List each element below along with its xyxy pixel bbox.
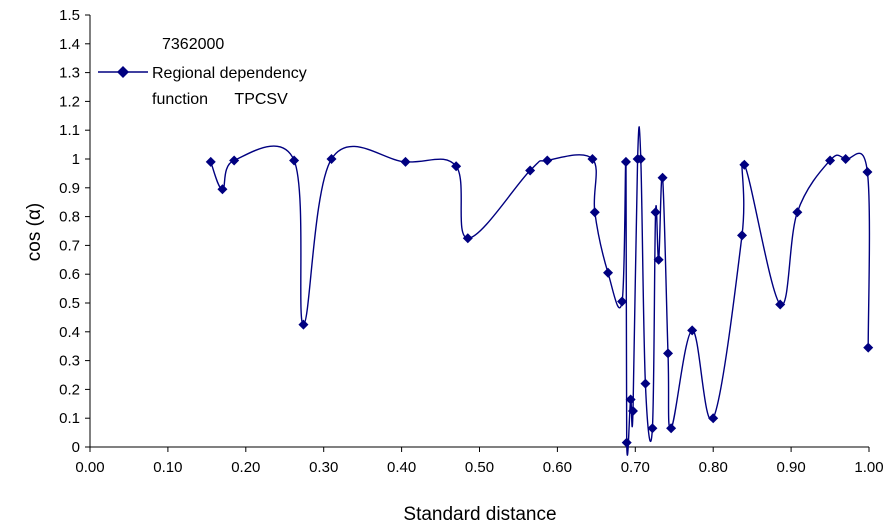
data-point-marker (326, 154, 337, 164)
legend-marker-swatch (117, 66, 129, 78)
data-point-marker (863, 342, 874, 353)
y-tick-label: 0.6 (59, 266, 80, 283)
data-point-marker (621, 437, 632, 448)
data-point-marker (627, 406, 638, 416)
y-axis-title: cos (α) (24, 203, 45, 261)
y-tick-label: 1.5 (59, 7, 80, 24)
x-tick-label: 0.10 (153, 459, 182, 476)
data-point-marker (647, 423, 658, 434)
markers (205, 154, 874, 448)
data-point-marker (603, 267, 614, 278)
x-tick-label: 1.00 (854, 459, 883, 476)
x-tick-label: 0.20 (231, 459, 260, 476)
x-tick-label: 0.60 (543, 459, 572, 476)
data-point-marker (217, 184, 228, 195)
data-point-marker (775, 299, 786, 310)
x-ticks: 0.00 0.10 0.20 0.30 0.40 0.50 0.60 0.70 0.80 0.90… (75, 447, 884, 476)
legend-id-label: 7362000 (162, 36, 224, 53)
data-point-marker (663, 348, 674, 359)
data-point-marker (462, 233, 473, 244)
data-point-marker (589, 207, 600, 218)
y-tick-label: 0.8 (59, 209, 80, 226)
data-point-marker (657, 172, 668, 183)
data-point-marker (739, 159, 750, 170)
data-point-marker (666, 423, 677, 434)
data-point-marker (451, 161, 462, 172)
data-point-marker (862, 166, 873, 177)
legend-entry-line2: function TPCSV (152, 91, 288, 108)
y-tick-label: 1.1 (59, 122, 80, 139)
data-point-marker (840, 154, 851, 164)
y-ticks: 0 0.1 0.2 0.3 0.4 0.5 0.6 0.7 0.8 0.9 1 1.1 1.2 1.3 1.… (59, 7, 90, 456)
data-point-marker (289, 155, 300, 166)
y-tick-label: 1 (72, 151, 80, 168)
legend-entry-line1: Regional dependency (152, 65, 307, 82)
x-tick-label: 0.70 (621, 459, 650, 476)
data-point-marker (687, 325, 698, 336)
x-tick-label: 0.30 (309, 459, 338, 476)
data-point-marker (792, 207, 803, 218)
y-tick-label: 1.2 (59, 93, 80, 110)
y-tick-label: 0.7 (59, 237, 80, 254)
y-tick-label: 0.5 (59, 295, 80, 312)
data-point-marker (525, 165, 536, 176)
y-tick-label: 1.4 (59, 36, 80, 53)
x-tick-label: 0.40 (387, 459, 416, 476)
x-tick-label: 0.50 (465, 459, 494, 476)
y-tick-label: 0.2 (59, 381, 80, 398)
y-tick-label: 0.4 (59, 324, 80, 341)
data-point-marker (653, 254, 664, 265)
data-point-marker (298, 319, 309, 330)
data-point-marker (737, 230, 748, 241)
data-point-marker (400, 156, 411, 167)
data-point-marker (205, 156, 216, 167)
data-point-marker (625, 394, 636, 405)
legend: 7362000 Regional dependency function TPC… (98, 36, 307, 108)
x-tick-label: 0.80 (699, 459, 728, 476)
x-tick-label: 0.00 (75, 459, 104, 476)
data-point-marker (229, 155, 240, 166)
data-point-marker (635, 154, 646, 164)
data-point-marker (542, 155, 553, 166)
y-tick-label: 0 (72, 439, 80, 456)
data-point-marker (825, 155, 836, 166)
data-point-marker (640, 378, 651, 389)
y-tick-label: 0.3 (59, 353, 80, 370)
y-tick-label: 1.3 (59, 65, 80, 82)
x-axis-title: Standard distance (403, 504, 556, 525)
y-tick-label: 0.1 (59, 410, 80, 427)
data-point-marker (620, 156, 631, 167)
data-point-marker (617, 296, 628, 307)
data-point-marker (587, 154, 598, 164)
y-tick-label: 0.9 (59, 180, 80, 197)
data-point-marker (708, 413, 719, 424)
data-point-marker (650, 207, 661, 218)
x-tick-label: 0.90 (776, 459, 805, 476)
